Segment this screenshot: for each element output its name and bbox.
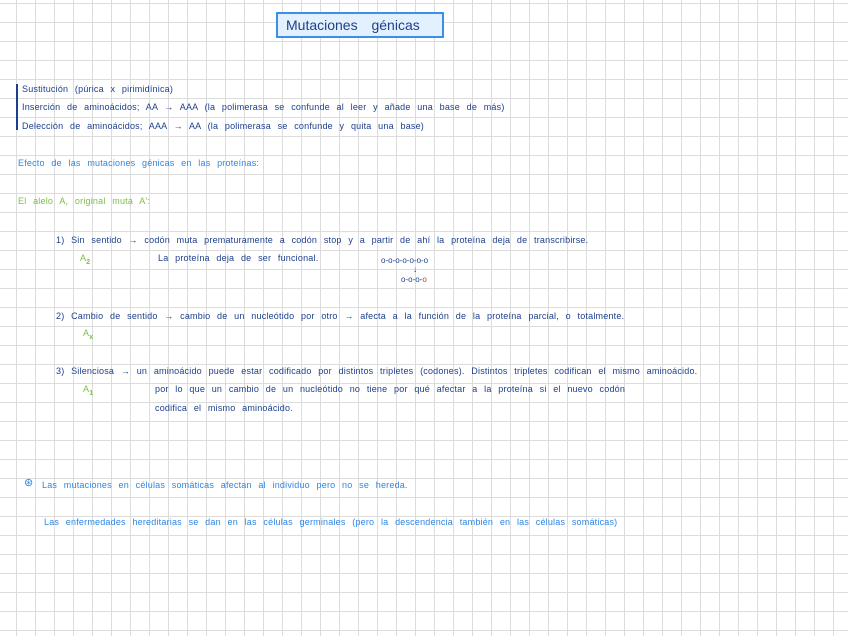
allele-label: Ax xyxy=(83,328,94,341)
asterisk-circle-icon: ⊛ xyxy=(24,477,34,489)
item-nonsense-detail: La proteína deja de ser funcional. xyxy=(158,253,319,263)
item-missense: 2) Cambio de sentido → cambio de un nucl… xyxy=(56,311,625,321)
truncated-chain: o-o-o-o xyxy=(401,275,427,284)
allele-heading: El alelo A, original muta A': xyxy=(18,196,151,206)
protein-chain: o-o-o-o-o-o-o xyxy=(381,256,429,265)
item-silent: 3) Silenciosa → un aminoácido puede esta… xyxy=(56,366,698,376)
bracket-line xyxy=(16,84,18,130)
allele-label: A2 xyxy=(80,253,91,266)
note-hereditary: Las enfermedades hereditarias se dan en … xyxy=(44,517,618,527)
item-nonsense: 1) Sin sentido → codón muta prematuramen… xyxy=(56,235,589,245)
page-title: Mutaciones génicas xyxy=(276,12,444,38)
arrow-down-icon: ↓ xyxy=(413,265,417,274)
type-deletion: Delección de aminoácidos; AAA → AA (la p… xyxy=(22,121,424,131)
allele-label: A1 xyxy=(83,384,94,397)
item-silent-detail-2: codifica el mismo aminoácido. xyxy=(155,403,293,413)
effects-heading: Efecto de las mutaciones génicas en las … xyxy=(18,158,260,168)
type-insertion: Inserción de aminoácidos; AA → AAA (la p… xyxy=(22,102,505,112)
type-substitution: Sustitución (púrica x pirimidínica) xyxy=(22,84,174,94)
stop-codon: o xyxy=(422,275,427,284)
item-silent-detail: por lo que un cambio de un nucleótido no… xyxy=(155,384,626,394)
note-somatic: Las mutaciones en células somáticas afec… xyxy=(42,480,408,490)
